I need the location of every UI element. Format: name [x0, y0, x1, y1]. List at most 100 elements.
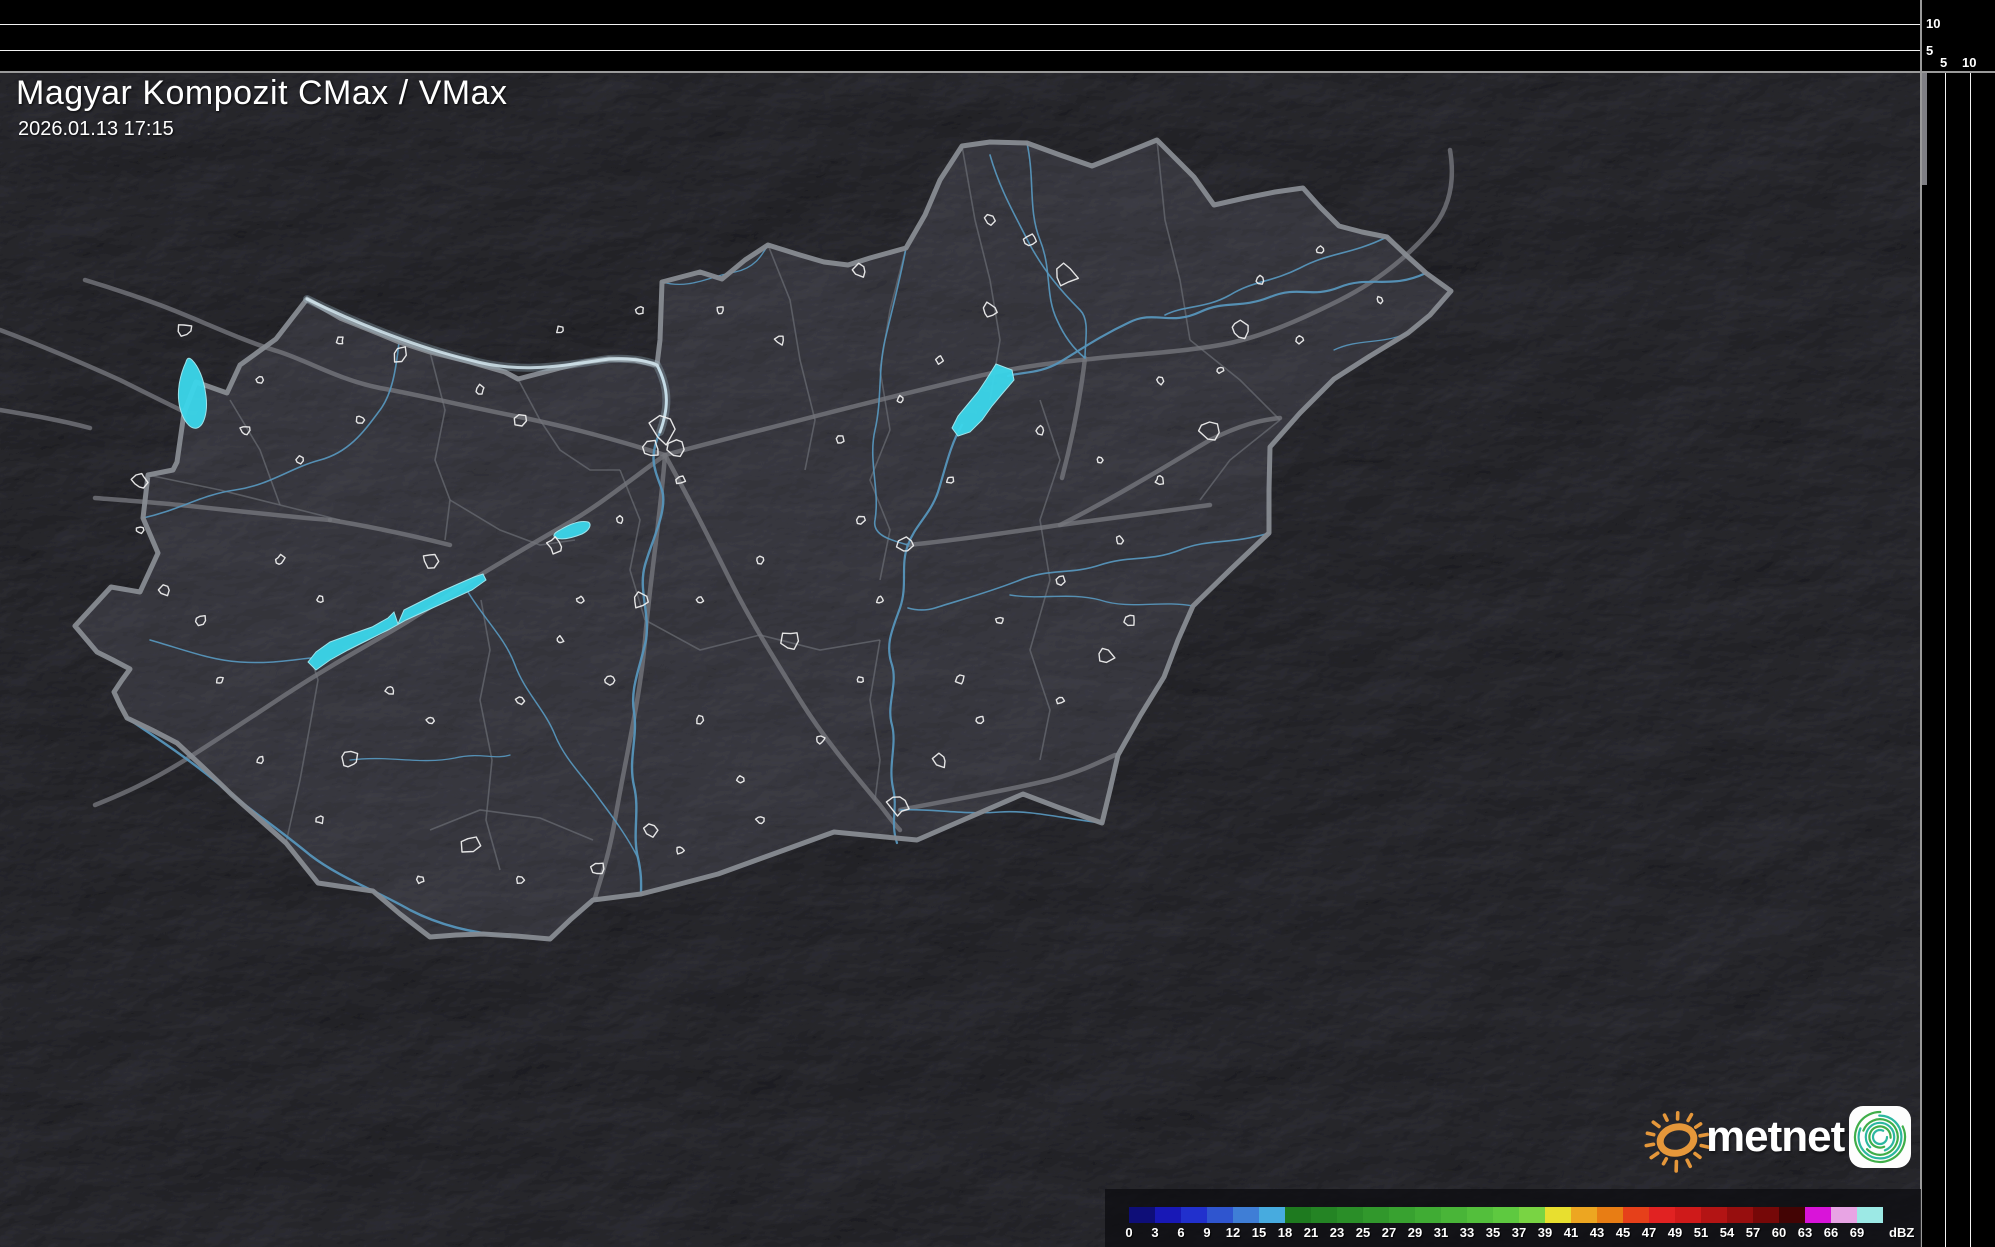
- legend-tick-label: 39: [1537, 1225, 1553, 1240]
- settlement-outline: [780, 632, 800, 650]
- settlement-outline: [773, 335, 784, 346]
- settlement-outline: [513, 414, 528, 427]
- settlement-outline: [575, 595, 585, 604]
- legend-tick-label: 47: [1641, 1225, 1657, 1240]
- county-border: [1156, 139, 1191, 341]
- settlement-outline: [954, 674, 965, 685]
- dbz-legend: 0 3 6 9 12 15 18 21 23 25 27 29 31 33 35 37 39 41 43 45 47 49…: [1105, 1189, 1921, 1247]
- county-border: [229, 399, 281, 506]
- settlement-outline: [851, 262, 866, 278]
- settlement-outline: [460, 836, 482, 853]
- sun-ray: [1686, 1112, 1694, 1123]
- settlement-outline: [1216, 366, 1225, 375]
- settlement-outline: [934, 355, 945, 365]
- legend-tick-label: 18: [1277, 1225, 1293, 1240]
- river: [349, 754, 511, 762]
- county-border: [961, 145, 1001, 401]
- legend-tick-label: 35: [1485, 1225, 1501, 1240]
- legend-tick-label: 21: [1303, 1225, 1319, 1240]
- road: [897, 752, 1118, 813]
- road: [327, 517, 453, 548]
- settlement-outline: [556, 634, 565, 644]
- timestamp: 2026.01.13 17:15: [18, 118, 174, 140]
- settlement-outline: [415, 875, 425, 885]
- settlement-outline: [642, 823, 659, 838]
- settlement-outline: [696, 714, 705, 725]
- legend-tick-label: 15: [1251, 1225, 1267, 1240]
- metnet-app-spiral-icon: [1849, 1106, 1911, 1168]
- settlement-outline: [177, 324, 193, 337]
- legend-tick-label: 0: [1125, 1225, 1133, 1240]
- legend-tick-label: 45: [1615, 1225, 1631, 1240]
- country-interior: [75, 140, 1451, 939]
- river: [899, 808, 1103, 824]
- legend-color-segment: [1701, 1207, 1727, 1223]
- brand-logo-text: metnet: [1706, 1112, 1845, 1161]
- page-title: Magyar Kompozit CMax / VMax: [16, 74, 508, 112]
- settlement-outline: [856, 676, 864, 683]
- country-interior-layer: [75, 140, 1451, 939]
- county-border: [479, 599, 501, 871]
- river: [1006, 271, 1428, 378]
- legend-color-segment: [1493, 1207, 1519, 1223]
- county-border: [1189, 339, 1281, 421]
- county-border: [1029, 579, 1051, 761]
- road: [0, 327, 188, 415]
- county-border: [869, 429, 891, 581]
- settlement-outline: [983, 213, 996, 226]
- legend-tick-label: 54: [1719, 1225, 1735, 1240]
- legend-tick-label: 3: [1151, 1225, 1159, 1240]
- settlement-outline: [157, 584, 170, 597]
- sun-icon: [1644, 1111, 1713, 1173]
- settlement-outline: [589, 862, 605, 875]
- top-profile-label-5: 5: [1926, 43, 1934, 58]
- settlement-outline: [255, 375, 265, 384]
- road: [662, 452, 903, 833]
- country-border: [72, 137, 1454, 942]
- legend-tick-label: 25: [1355, 1225, 1371, 1240]
- settlement-outline: [355, 415, 366, 424]
- settlement-outline: [1231, 319, 1249, 340]
- county-border: [449, 499, 576, 546]
- settlement-outline: [1197, 421, 1220, 441]
- sun-ray: [1685, 1158, 1693, 1169]
- legend-color-segment: [1779, 1207, 1805, 1223]
- legend-color-segment: [1233, 1207, 1259, 1223]
- county-border: [1039, 399, 1061, 581]
- river: [871, 247, 909, 546]
- river: [125, 716, 512, 938]
- settlement-outline: [1376, 295, 1384, 305]
- country-border-layer: [72, 137, 1454, 942]
- road: [1057, 415, 1283, 528]
- lake: [951, 363, 1015, 437]
- river: [907, 532, 1270, 611]
- panel-separator-horizontal: [0, 71, 1995, 73]
- settlement-outline: [514, 696, 526, 706]
- settlement-outline: [1096, 456, 1104, 464]
- river: [989, 154, 1088, 359]
- spiral-arc: [1861, 1118, 1899, 1156]
- legend-color-segment: [1207, 1207, 1233, 1223]
- panel-separator-vertical: [1920, 0, 1922, 1247]
- river: [467, 591, 639, 859]
- top-profile-gridline-5km: [0, 50, 1921, 51]
- settlement-outline: [194, 615, 207, 627]
- settlement-outline: [675, 475, 687, 485]
- settlement-outline: [1055, 575, 1066, 586]
- legend-tick-label: 12: [1225, 1225, 1241, 1240]
- legend-color-segment: [1675, 1207, 1701, 1223]
- road: [662, 147, 1455, 458]
- rivers-layer: [125, 142, 1428, 938]
- sun-ray: [1693, 1122, 1703, 1129]
- river: [661, 244, 769, 286]
- legend-tick-label: 6: [1177, 1225, 1185, 1240]
- legend-color-segment: [1831, 1207, 1857, 1223]
- settlement-outline: [931, 752, 946, 769]
- right-profile-label-10: 10: [1962, 55, 1977, 70]
- settlement-outline: [215, 676, 224, 684]
- legend-tick-label: 37: [1511, 1225, 1527, 1240]
- settlement-outline: [676, 846, 685, 855]
- settlement-outline: [135, 526, 145, 535]
- legend-tick-label: 27: [1381, 1225, 1397, 1240]
- settlement-outline: [315, 815, 324, 825]
